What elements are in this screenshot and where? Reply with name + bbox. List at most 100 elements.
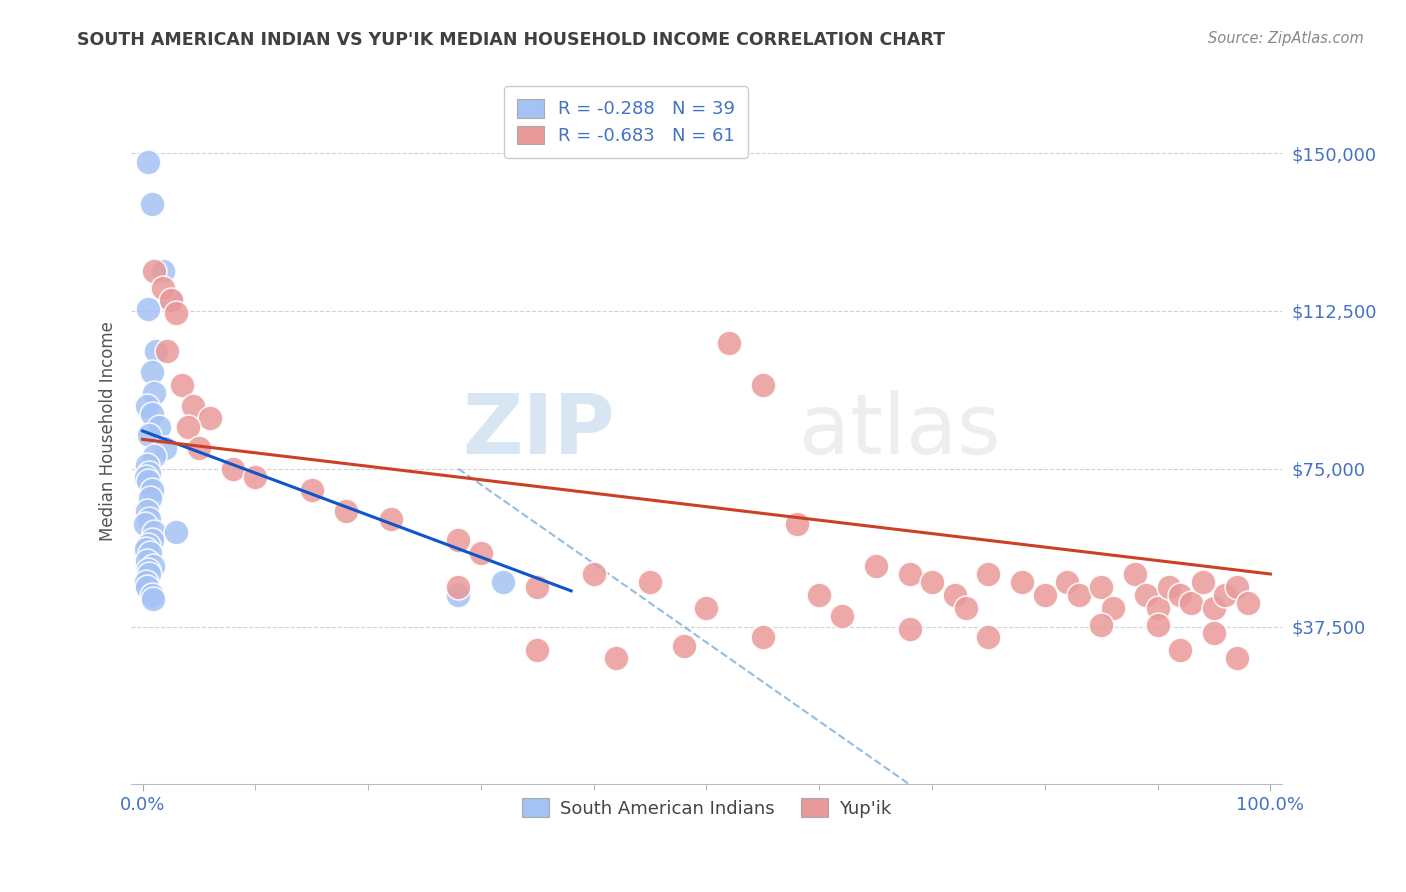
Point [447,533,470,548]
Point [136,458,159,472]
Point [786,516,808,531]
Point [943,588,966,602]
Point [141,533,163,548]
Point [977,567,1000,582]
Point [1011,575,1033,590]
Point [898,622,921,636]
Point [136,504,159,518]
Point [955,600,977,615]
Point [1135,588,1157,602]
Point [142,386,165,401]
Point [153,441,176,455]
Point [898,567,921,582]
Point [142,449,165,463]
Point [865,558,887,573]
Point [526,642,548,657]
Point [470,546,492,560]
Point [605,651,627,665]
Point [141,588,163,602]
Text: ZIP: ZIP [463,391,614,472]
Point [156,343,179,358]
Point [165,306,187,320]
Point [335,504,357,518]
Point [141,483,163,497]
Point [145,343,167,358]
Point [152,281,174,295]
Point [136,154,159,169]
Point [582,567,605,582]
Point [977,630,1000,644]
Point [142,558,165,573]
Point [718,335,741,350]
Point [136,563,159,577]
Point [1123,567,1146,582]
Point [447,588,470,602]
Point [447,580,470,594]
Point [1168,642,1191,657]
Point [139,546,162,560]
Point [136,580,159,594]
Point [672,639,695,653]
Point [148,419,170,434]
Point [141,407,163,421]
Point [138,512,160,526]
Point [135,541,157,556]
Point [181,399,204,413]
Point [200,411,222,425]
Point [1226,651,1249,665]
Point [135,575,157,590]
Point [222,462,245,476]
Point [141,196,163,211]
Text: Source: ZipAtlas.com: Source: ZipAtlas.com [1208,31,1364,46]
Point [301,483,323,497]
Point [136,399,159,413]
Point [1090,580,1112,594]
Point [142,592,165,607]
Point [380,512,402,526]
Point [1146,617,1168,632]
Point [187,441,209,455]
Point [492,575,515,590]
Point [1180,597,1202,611]
Point [1202,600,1225,615]
Point [1146,600,1168,615]
Y-axis label: Median Household Income: Median Household Income [100,321,117,541]
Point [176,419,198,434]
Point [526,580,548,594]
Point [1226,580,1249,594]
Point [135,470,157,484]
Point [921,575,943,590]
Point [134,516,156,531]
Point [138,567,160,582]
Point [139,491,162,506]
Point [142,524,165,539]
Text: SOUTH AMERICAN INDIAN VS YUP'IK MEDIAN HOUSEHOLD INCOME CORRELATION CHART: SOUTH AMERICAN INDIAN VS YUP'IK MEDIAN H… [77,31,945,49]
Point [159,293,181,308]
Point [1033,588,1056,602]
Point [1237,597,1260,611]
Point [808,588,831,602]
Point [1090,617,1112,632]
Point [142,264,165,278]
Point [752,377,775,392]
Point [136,301,159,316]
Point [138,428,160,442]
Point [1213,588,1236,602]
Point [152,264,174,278]
Point [159,293,181,308]
Point [695,600,717,615]
Point [1101,600,1123,615]
Point [138,466,160,480]
Point [136,537,159,551]
Point [1191,575,1213,590]
Point [170,377,193,392]
Point [136,475,159,489]
Point [1067,588,1090,602]
Point [141,365,163,379]
Point [1056,575,1078,590]
Point [638,575,661,590]
Text: atlas: atlas [799,391,1000,472]
Point [831,609,853,624]
Point [245,470,267,484]
Point [165,524,187,539]
